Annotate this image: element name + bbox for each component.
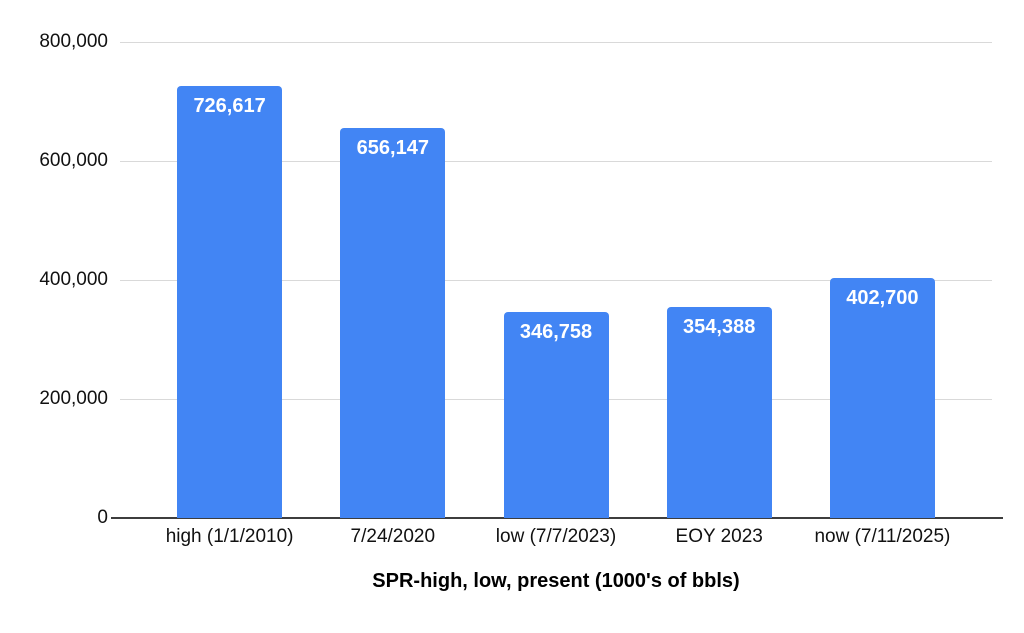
y-axis: 0 200,000 400,000 600,000 800,000	[0, 31, 108, 528]
bar-value-label: 726,617	[193, 94, 266, 117]
gridline	[120, 280, 992, 281]
bar-value-label: 656,147	[356, 136, 429, 159]
bar-slot: 656,147	[311, 42, 474, 518]
x-axis-category-label: low (7/7/2023)	[495, 526, 617, 547]
gridline	[120, 42, 992, 43]
y-axis-tick-label: 800,000	[39, 31, 108, 52]
x-axis-category-label: high (1/1/2010)	[165, 526, 294, 547]
bar-value-label: 402,700	[846, 287, 919, 310]
x-axis-labels: high (1/1/2010) 7/24/2020 low (7/7/2023) EO…	[120, 526, 992, 548]
bar-slot: 402,700	[801, 42, 964, 518]
x-axis-line	[111, 517, 1003, 519]
bar-group: 726,617 656,147 346,758 354,388 402,700	[120, 42, 992, 518]
x-axis-category-label: EOY 2023	[675, 526, 763, 547]
bar-slot: 726,617	[148, 42, 311, 518]
bar: 354,388	[666, 307, 772, 518]
bar-value-label: 354,388	[683, 316, 756, 339]
y-axis-tick-label: 600,000	[39, 150, 108, 171]
y-axis-tick-label: 200,000	[39, 388, 108, 409]
y-axis-tick-label: 0	[97, 507, 108, 528]
chart-title: SPR-high, low, present (1000's of bbls)	[372, 570, 740, 592]
bar: 656,147	[340, 127, 446, 518]
bar: 402,700	[829, 278, 935, 518]
bar: 346,758	[503, 311, 609, 518]
bar-slot: 354,388	[638, 42, 801, 518]
bar-slot: 346,758	[474, 42, 637, 518]
gridline	[120, 161, 992, 162]
x-axis-category-label: now (7/11/2025)	[814, 526, 951, 547]
x-axis-category-label: 7/24/2020	[350, 526, 436, 547]
bar: 726,617	[177, 85, 283, 518]
y-axis-tick-label: 400,000	[39, 269, 108, 290]
bar-value-label: 346,758	[519, 320, 593, 343]
